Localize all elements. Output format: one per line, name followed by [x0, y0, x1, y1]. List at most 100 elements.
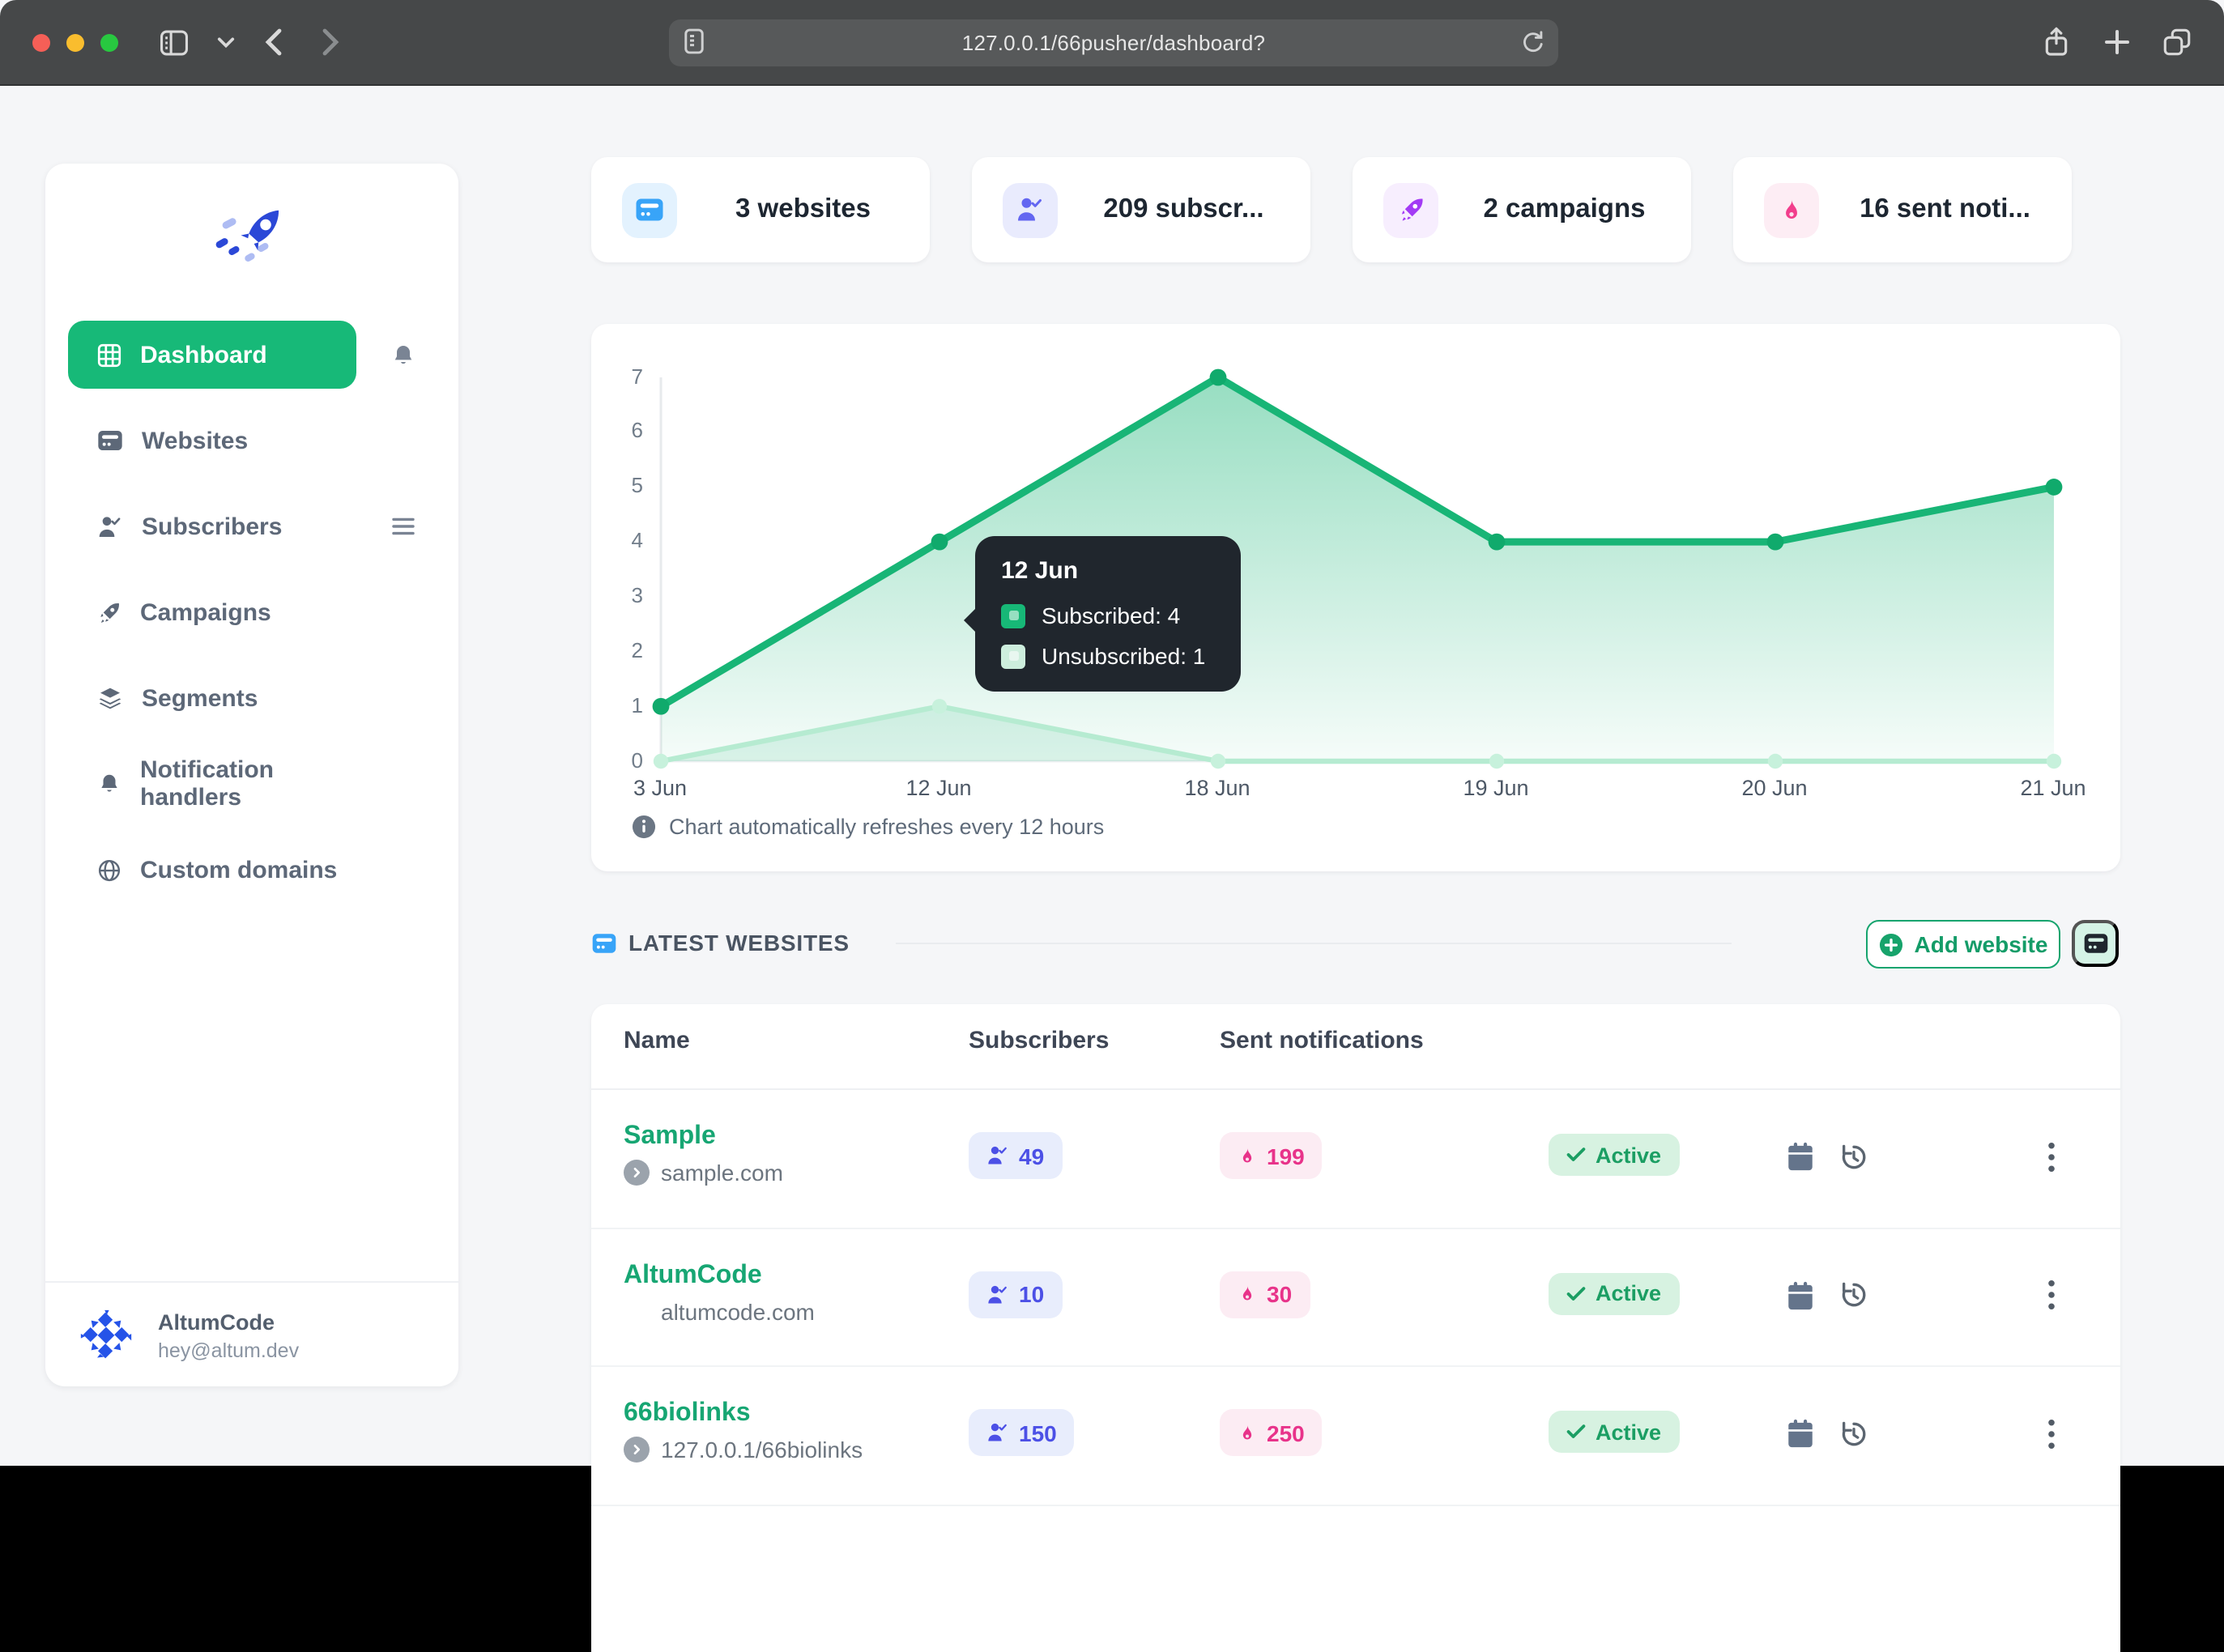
- history-button[interactable]: [1835, 1277, 1871, 1313]
- address-bar[interactable]: 127.0.0.1/66pusher/dashboard?: [669, 19, 1558, 66]
- table-body: Sample sample.com 49 199 Active: [591, 1090, 2120, 1505]
- globe-icon: [96, 858, 121, 882]
- add-website-button[interactable]: Add website: [1866, 920, 2060, 969]
- fire-icon: [1242, 1424, 1252, 1439]
- x-tick-label: 21 Jun: [2020, 776, 2086, 800]
- sidebar-item-custom-domains[interactable]: Custom domains: [67, 836, 356, 904]
- table-header: Name Subscribers Sent notifications: [591, 1004, 2120, 1090]
- sidebar-item-websites[interactable]: Websites: [67, 407, 356, 475]
- refresh-icon[interactable]: [1521, 28, 1545, 56]
- y-tick-label: 6: [631, 418, 643, 443]
- sidebar-item-campaigns[interactable]: Campaigns: [67, 578, 356, 646]
- browser-icon: [591, 932, 617, 953]
- rocket-logo-icon: [215, 210, 279, 262]
- history-button[interactable]: [1835, 1416, 1871, 1451]
- forward-button-icon[interactable]: [309, 21, 351, 63]
- browser-toolbar: 127.0.0.1/66pusher/dashboard?: [0, 0, 2224, 86]
- table-row: Sample sample.com 49 199 Active: [591, 1090, 2120, 1228]
- subscribers-count-badge: 10: [969, 1271, 1063, 1318]
- sidebar-item-label: Segments: [142, 684, 258, 712]
- subscribers-count: 150: [1019, 1420, 1057, 1446]
- sent-count: 30: [1267, 1281, 1293, 1307]
- column-header-sent-notifications: Sent notifications: [1220, 1027, 1424, 1054]
- y-tick-label: 5: [631, 473, 643, 498]
- sidebar-toggle-icon[interactable]: [152, 21, 194, 63]
- calendar-button[interactable]: [1782, 1277, 1817, 1313]
- rocket-icon: [96, 600, 121, 624]
- history-button[interactable]: [1835, 1139, 1871, 1174]
- kebab-menu-button[interactable]: [2033, 1139, 2068, 1174]
- website-name-link[interactable]: 66biolinks: [624, 1399, 751, 1427]
- table-row: AltumCode altumcode.com 10 30 Active: [591, 1228, 2120, 1367]
- fire-icon: [1242, 1147, 1252, 1162]
- x-tick-label: 19 Jun: [1463, 776, 1529, 800]
- tooltip-row-text: Unsubscribed: 1: [1042, 643, 1206, 669]
- y-tick-label: 0: [631, 747, 643, 772]
- tooltip-row: Subscribed: 4: [1001, 602, 1215, 628]
- kebab-icon: [2047, 1279, 2054, 1310]
- stat-card-sent-notifications[interactable]: 16 sent noti...: [1733, 157, 2071, 262]
- plus-circle-icon: [1879, 932, 1903, 956]
- sidebar-item-subscribers[interactable]: Subscribers: [67, 492, 356, 560]
- chevron-down-icon[interactable]: [204, 21, 246, 63]
- sidebar-item-dashboard[interactable]: Dashboard: [67, 321, 356, 389]
- status-badge: Active: [1549, 1411, 1680, 1453]
- sidebar-item-label: Dashboard: [140, 341, 267, 368]
- history-icon: [1841, 1143, 1865, 1169]
- subscribers-chart[interactable]: [651, 368, 2062, 769]
- sent-count-badge: 250: [1220, 1409, 1323, 1456]
- window-zoom-button[interactable]: [100, 33, 117, 51]
- window-close-button[interactable]: [32, 33, 49, 51]
- website-name-link[interactable]: Sample: [624, 1122, 716, 1150]
- calendar-button[interactable]: [1782, 1416, 1817, 1451]
- user-check-icon: [988, 1423, 1007, 1441]
- info-icon: [632, 815, 656, 839]
- website-domain-text: altumcode.com: [661, 1298, 815, 1324]
- stat-card-websites[interactable]: 3 websites: [591, 157, 929, 262]
- sidebar-item-label: Subscribers: [142, 513, 283, 540]
- reader-view-icon[interactable]: [684, 28, 705, 55]
- status-badge: Active: [1549, 1272, 1680, 1314]
- subscribers-count-badge: 150: [969, 1409, 1075, 1456]
- all-websites-button[interactable]: [2072, 920, 2119, 967]
- tooltip-title: 12 Jun: [1001, 557, 1079, 585]
- sidebar-item-notification-handlers[interactable]: Notification handlers: [67, 750, 356, 818]
- stat-label: 3 websites: [735, 194, 871, 224]
- subscribers-count-badge: 49: [969, 1132, 1063, 1179]
- sidebar: Dashboard Websites Subscribers: [45, 164, 458, 1386]
- status-text: Active: [1596, 1143, 1662, 1167]
- user-check-icon: [1003, 182, 1058, 237]
- calendar-button[interactable]: [1782, 1139, 1817, 1174]
- tab-overview-icon[interactable]: [2156, 21, 2198, 63]
- app-logo[interactable]: [45, 202, 458, 274]
- status-text: Active: [1596, 1420, 1662, 1444]
- sidebar-item-segments[interactable]: Segments: [67, 664, 356, 732]
- menu-icon[interactable]: [390, 517, 415, 536]
- y-tick-label: 1: [631, 692, 643, 717]
- back-button-icon[interactable]: [253, 21, 295, 63]
- kebab-menu-button[interactable]: [2033, 1416, 2068, 1451]
- new-tab-icon[interactable]: [2096, 21, 2138, 63]
- website-name-link[interactable]: AltumCode: [624, 1261, 762, 1288]
- stat-label: 16 sent noti...: [1860, 194, 2030, 224]
- chevron-right-circle-icon: [624, 1160, 650, 1186]
- browser-icon: [96, 429, 122, 452]
- share-icon[interactable]: [2034, 21, 2077, 63]
- latest-websites-table: Name Subscribers Sent notifications Samp…: [591, 1004, 2120, 1652]
- window-minimize-button[interactable]: [66, 33, 83, 51]
- user-account[interactable]: AltumCode hey@altum.dev: [45, 1281, 458, 1388]
- stat-card-subscribers[interactable]: 209 subscr...: [972, 157, 1310, 262]
- section-title: LATEST WEBSITES: [591, 930, 850, 956]
- legend-swatch-icon: [1001, 644, 1025, 668]
- x-tick-label: 20 Jun: [1741, 776, 1808, 800]
- chart-refresh-note: Chart automatically refreshes every 12 h…: [632, 815, 1104, 839]
- bell-icon[interactable]: [390, 341, 415, 368]
- sidebar-item-label: Websites: [142, 427, 249, 454]
- y-tick-label: 4: [631, 528, 643, 553]
- stat-card-campaigns[interactable]: 2 campaigns: [1353, 157, 1690, 262]
- subscribers-count: 10: [1019, 1281, 1045, 1307]
- user-check-icon: [96, 514, 122, 539]
- fire-icon: [1764, 182, 1819, 237]
- subscribers-count: 49: [1019, 1143, 1045, 1169]
- kebab-menu-button[interactable]: [2033, 1277, 2068, 1313]
